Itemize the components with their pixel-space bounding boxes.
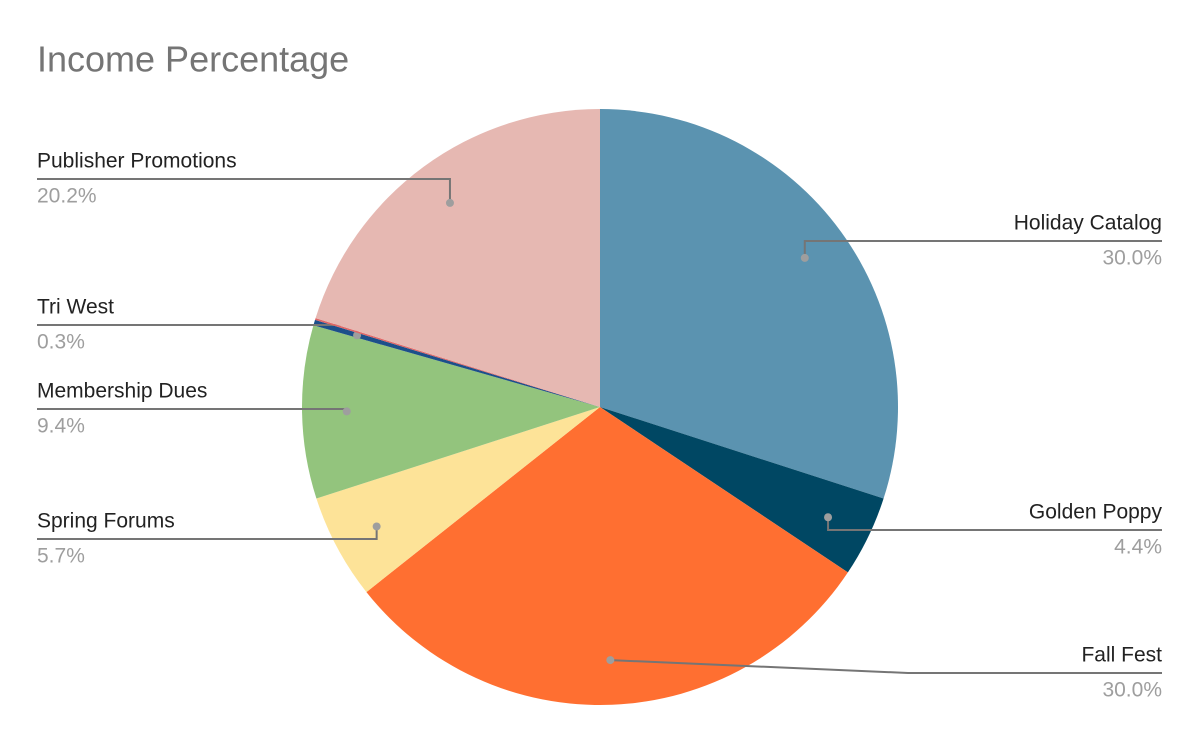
slice-label: Golden Poppy (1029, 501, 1163, 524)
slice-label: Fall Fest (1081, 644, 1162, 667)
slice-value-label: 5.7% (37, 545, 85, 568)
pie-slice (313, 319, 600, 407)
leader-dot (445, 198, 454, 207)
pie-slice (600, 407, 884, 573)
pie-slice (315, 109, 600, 407)
leader-line (37, 526, 378, 540)
slice-value-label: 0.3% (37, 331, 85, 354)
slice-value-label: 9.4% (37, 415, 85, 438)
leader-dot (342, 407, 351, 416)
leader-dot (824, 513, 833, 522)
leader-line (610, 659, 1162, 674)
slice-value-label: 20.2% (37, 185, 97, 208)
leader-line (827, 517, 1162, 531)
slice-label: Holiday Catalog (1014, 212, 1162, 235)
pie-slice (301, 325, 600, 499)
leader-dot (606, 656, 615, 665)
slice-value-label: 30.0% (1102, 247, 1162, 270)
chart-title: Income Percentage (37, 39, 349, 80)
pie-slice (600, 109, 899, 499)
pie-slice (316, 407, 600, 593)
leader-line (37, 178, 451, 203)
slice-value-label: 4.4% (1114, 536, 1162, 559)
slice-label: Publisher Promotions (37, 150, 237, 173)
slice-label: Spring Forums (37, 510, 175, 533)
leader-dot (800, 253, 809, 262)
leader-line (803, 240, 1162, 258)
slice-label: Tri West (37, 296, 114, 319)
leader-dot (372, 522, 381, 531)
slice-value-label: 30.0% (1102, 679, 1162, 702)
slice-label: Membership Dues (37, 380, 207, 403)
pie-slice (315, 318, 600, 407)
pie-slice (366, 407, 848, 705)
